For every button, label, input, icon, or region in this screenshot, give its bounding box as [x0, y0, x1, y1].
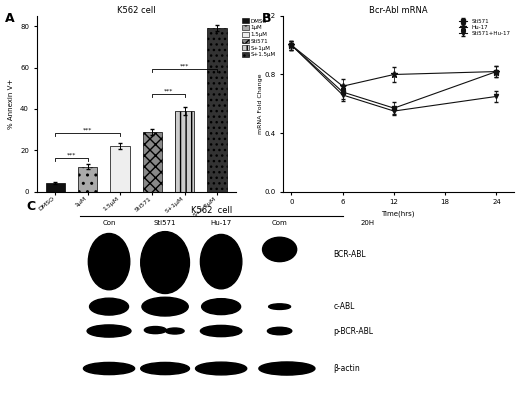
Text: β-actin: β-actin [333, 364, 360, 373]
Text: c-ABL: c-ABL [333, 302, 355, 311]
Ellipse shape [87, 325, 131, 337]
Bar [175, 111, 194, 192]
Ellipse shape [141, 362, 190, 375]
Ellipse shape [89, 233, 130, 290]
Ellipse shape [90, 298, 128, 315]
Text: p-BCR-ABL: p-BCR-ABL [333, 326, 373, 336]
Ellipse shape [195, 362, 247, 375]
Ellipse shape [83, 362, 135, 375]
Text: A: A [5, 12, 15, 25]
Text: ***: *** [164, 89, 173, 93]
Y-axis label: mRNA Fold Change: mRNA Fold Change [258, 73, 263, 134]
Ellipse shape [145, 326, 166, 334]
X-axis label: Time(hrs): Time(hrs) [381, 211, 415, 217]
Text: Hu-17: Hu-17 [211, 220, 232, 226]
Ellipse shape [259, 362, 315, 375]
Bar [143, 132, 162, 192]
Text: B: B [262, 12, 271, 25]
Legend: DMSO, 1μM, 1.5μM, Sti571, S+1μM, S+1.5μM: DMSO, 1μM, 1.5μM, Sti571, S+1μM, S+1.5μM [240, 16, 278, 60]
Legend: Sti571, Hu-17, Sti571+Hu-17: Sti571, Hu-17, Sti571+Hu-17 [457, 16, 513, 38]
Bar [208, 28, 227, 192]
Ellipse shape [166, 328, 184, 334]
Bar [78, 167, 97, 192]
Ellipse shape [202, 299, 241, 314]
Ellipse shape [200, 326, 242, 337]
Text: Com: Com [272, 220, 288, 226]
Title: K562 cell: K562 cell [117, 6, 156, 15]
Text: K562  cell: K562 cell [191, 206, 232, 215]
Y-axis label: % Annexin V+: % Annexin V+ [8, 79, 15, 129]
Ellipse shape [269, 304, 291, 310]
Ellipse shape [142, 297, 188, 316]
Text: BCR-ABL: BCR-ABL [333, 250, 366, 259]
Text: C: C [26, 200, 35, 213]
Ellipse shape [141, 231, 190, 294]
Text: Con: Con [102, 220, 116, 226]
Title: Bcr-Abl mRNA: Bcr-Abl mRNA [369, 6, 428, 15]
Text: ***: *** [180, 63, 189, 69]
Text: ***: *** [83, 128, 92, 132]
Text: Sti571: Sti571 [154, 220, 177, 226]
Text: 20H: 20H [361, 220, 374, 226]
Ellipse shape [263, 237, 297, 262]
Ellipse shape [200, 235, 242, 289]
Bar [46, 183, 65, 192]
Bar [111, 146, 130, 192]
Text: ***: *** [67, 152, 77, 158]
Ellipse shape [267, 327, 292, 335]
